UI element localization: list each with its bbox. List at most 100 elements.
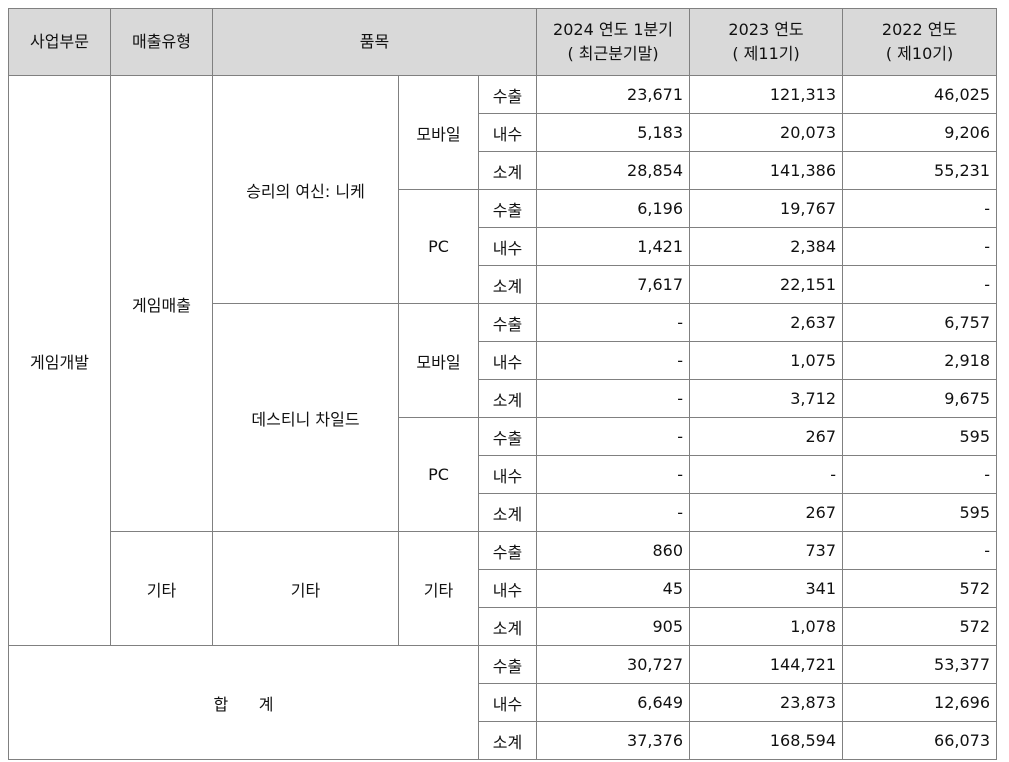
value-2023-cell: 737 — [689, 531, 844, 570]
value-2023-cell: 2,637 — [689, 303, 844, 342]
row-kind-cell: 소계 — [477, 379, 538, 418]
header-row: 사업부문 매출유형 품목 2024 연도 1분기 ( 최근분기말) 2023 연… — [8, 8, 998, 76]
value-2024-cell: 860 — [536, 531, 691, 570]
sales-table: 사업부문 매출유형 품목 2024 연도 1분기 ( 최근분기말) 2023 연… — [8, 8, 998, 760]
header-2022: 2022 연도 ( 제10기) — [842, 8, 998, 76]
total-label-cell: 합 계 — [8, 645, 479, 760]
row-kind-cell: 소계 — [477, 721, 538, 760]
value-2022-cell: 12,696 — [842, 683, 998, 722]
header-item: 품목 — [211, 8, 538, 76]
row-kind-cell: 수출 — [477, 417, 538, 456]
value-2022-cell: 595 — [842, 417, 998, 456]
sales-type-cell: 기타 — [110, 531, 213, 646]
division-cell: 게임개발 — [8, 75, 111, 646]
table-row: 소계 28,854 141,386 55,231 — [9, 151, 998, 190]
header-2022-line2: ( 제10기) — [885, 44, 954, 63]
table-row: 게임개발 게임매출 승리의 여신: 니케 모바일 수출 23,671 121,3… — [8, 75, 998, 646]
value-2024-cell: - — [536, 417, 691, 456]
value-2022-cell: - — [842, 227, 998, 266]
header-2024-line2: ( 최근분기말) — [567, 44, 659, 63]
table-row: 소계 - 267 595 — [9, 493, 998, 532]
value-2022-cell: 66,073 — [842, 721, 998, 760]
value-2024-cell: 28,854 — [536, 151, 691, 190]
value-2024-cell: - — [536, 493, 691, 532]
value-2022-cell: 6,757 — [842, 303, 998, 342]
value-2023-cell: 267 — [689, 417, 844, 456]
value-2024-cell: 6,649 — [536, 683, 691, 722]
value-2023-cell: 144,721 — [689, 645, 844, 684]
value-2023-cell: 267 — [689, 493, 844, 532]
sales-type-cell: 게임매출 — [110, 75, 213, 532]
row-kind-cell: 내수 — [477, 455, 538, 494]
value-2022-cell: - — [842, 455, 998, 494]
value-2024-cell: - — [536, 341, 691, 380]
row-kind-cell: 내수 — [477, 569, 538, 608]
table-row: 내수 45 341 572 — [9, 569, 998, 608]
value-2022-cell: 595 — [842, 493, 998, 532]
value-2022-cell: 2,918 — [842, 341, 998, 380]
value-2023-cell: 121,313 — [689, 75, 844, 114]
value-2024-cell: 23,671 — [536, 75, 691, 114]
product-cell: 데스티니 차일드 — [212, 303, 399, 532]
value-2023-cell: 1,075 — [689, 341, 844, 380]
value-2024-cell: 45 — [536, 569, 691, 608]
header-2024: 2024 연도 1분기 ( 최근분기말) — [536, 8, 691, 76]
row-kind-cell: 내수 — [477, 113, 538, 152]
platform-cell: PC — [398, 417, 479, 532]
value-2022-cell: 572 — [842, 607, 998, 646]
value-2023-cell: 168,594 — [689, 721, 844, 760]
header-sales-type: 매출유형 — [110, 8, 213, 76]
value-2023-cell: 20,073 — [689, 113, 844, 152]
value-2024-cell: 7,617 — [536, 265, 691, 304]
value-2023-cell: 341 — [689, 569, 844, 608]
product-cell: 기타 — [212, 531, 399, 646]
value-2023-cell: 22,151 — [689, 265, 844, 304]
platform-cell: PC — [398, 189, 479, 304]
row-kind-cell: 소계 — [477, 607, 538, 646]
row-kind-cell: 내수 — [477, 683, 538, 722]
platform-cell: 기타 — [398, 531, 479, 646]
platform-cell: 모바일 — [398, 303, 479, 418]
value-2022-cell: - — [842, 531, 998, 570]
value-2022-cell: 572 — [842, 569, 998, 608]
table-row: 내수 - 1,075 2,918 — [9, 341, 998, 380]
value-2022-cell: 9,206 — [842, 113, 998, 152]
value-2024-cell: 5,183 — [536, 113, 691, 152]
row-kind-cell: 소계 — [477, 493, 538, 532]
value-2024-cell: 905 — [536, 607, 691, 646]
table-row: 기타 기타 기타 수출 860 737 - — [9, 531, 998, 646]
table-row: PC 수출 6,196 19,767 - — [9, 189, 998, 304]
header-division: 사업부문 — [8, 8, 111, 76]
table-row: 소계 7,617 22,151 - — [9, 265, 998, 304]
row-kind-cell: 소계 — [477, 265, 538, 304]
value-2023-cell: 19,767 — [689, 189, 844, 228]
row-kind-cell: 수출 — [477, 303, 538, 342]
value-2023-cell: - — [689, 455, 844, 494]
value-2022-cell: 53,377 — [842, 645, 998, 684]
value-2024-cell: 30,727 — [536, 645, 691, 684]
row-kind-cell: 내수 — [477, 341, 538, 380]
value-2024-cell: 1,421 — [536, 227, 691, 266]
table-row: 내수 5,183 20,073 9,206 — [9, 113, 998, 152]
total-row: 합 계 수출 30,727 144,721 53,377 — [8, 645, 998, 760]
value-2024-cell: - — [536, 455, 691, 494]
row-kind-cell: 수출 — [477, 75, 538, 114]
row-kind-cell: 내수 — [477, 227, 538, 266]
value-2023-cell: 141,386 — [689, 151, 844, 190]
value-2022-cell: 46,025 — [842, 75, 998, 114]
value-2023-cell: 3,712 — [689, 379, 844, 418]
value-2022-cell: 55,231 — [842, 151, 998, 190]
table-row: 소계 905 1,078 572 — [9, 607, 998, 646]
value-2023-cell: 2,384 — [689, 227, 844, 266]
value-2024-cell: 6,196 — [536, 189, 691, 228]
row-kind-cell: 소계 — [477, 151, 538, 190]
value-2023-cell: 23,873 — [689, 683, 844, 722]
row-kind-cell: 수출 — [477, 189, 538, 228]
header-2022-line1: 2022 연도 — [881, 20, 958, 39]
row-kind-cell: 수출 — [477, 645, 538, 684]
value-2024-cell: - — [536, 379, 691, 418]
table-row: 소계 - 3,712 9,675 — [9, 379, 998, 418]
value-2022-cell: - — [842, 189, 998, 228]
value-2024-cell: 37,376 — [536, 721, 691, 760]
header-2024-line1: 2024 연도 1분기 — [553, 20, 673, 39]
